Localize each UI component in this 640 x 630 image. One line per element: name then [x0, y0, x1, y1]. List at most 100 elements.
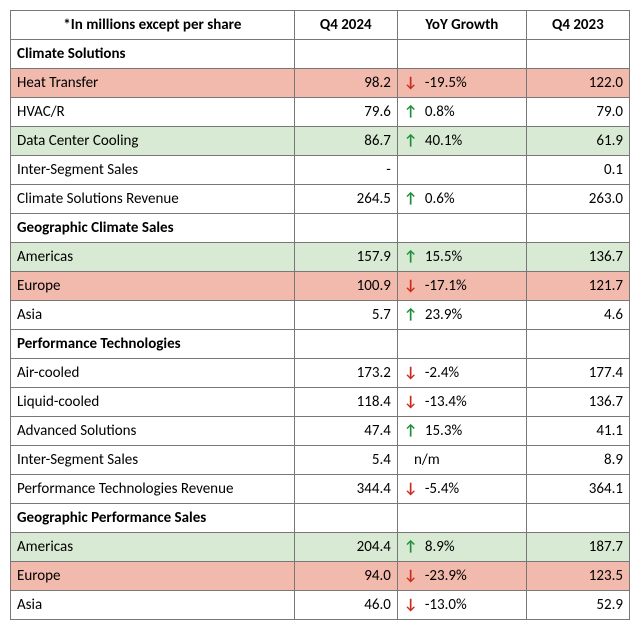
table-row: Liquid-cooled118.4 ↓ -13.4% 136.7 — [11, 388, 630, 417]
cell-yoy: ↓ -13.0% — [397, 591, 526, 620]
col-header-label: *In millions except per share — [11, 11, 295, 40]
row-label: Air-cooled — [11, 359, 295, 388]
yoy-value: 0.6% — [421, 190, 454, 208]
table-row: Americas204.4↑ 8.9%187.7 — [11, 533, 630, 562]
arrow-down-icon: ↓ — [404, 480, 422, 498]
yoy-value: -19.5% — [421, 74, 466, 92]
cell-q4-2024: 5.4 — [294, 446, 397, 475]
yoy-value: 8.9% — [421, 538, 454, 556]
cell-yoy — [397, 214, 526, 243]
yoy-value: 15.3% — [421, 422, 462, 440]
cell-q4-2024 — [294, 214, 397, 243]
row-label: Asia — [11, 301, 295, 330]
cell-yoy: ↑ 0.6% — [397, 185, 526, 214]
cell-q4-2024: 100.9 — [294, 272, 397, 301]
row-label: Geographic Climate Sales — [11, 214, 295, 243]
table-row: Asia46.0↓ -13.0%52.9 — [11, 591, 630, 620]
cell-yoy: ↑ 0.8% — [397, 98, 526, 127]
table-row: Performance Technologies Revenue344.4↓ -… — [11, 475, 630, 504]
cell-yoy — [397, 504, 526, 533]
col-header-q4-2023: Q4 2023 — [526, 11, 629, 40]
table-row: Americas157.9↑ 15.5%136.7 — [11, 243, 630, 272]
cell-q4-2023: 177.4 — [526, 359, 629, 388]
row-label: Climate Solutions — [11, 40, 295, 69]
cell-q4-2023: 79.0 — [526, 98, 629, 127]
cell-yoy — [397, 330, 526, 359]
cell-yoy: ↑ 15.3% — [397, 417, 526, 446]
yoy-value: 40.1% — [421, 132, 462, 150]
cell-q4-2023: 121.7 — [526, 272, 629, 301]
cell-q4-2024: 98.2 — [294, 69, 397, 98]
arrow-down-icon: ↓ — [404, 393, 422, 411]
arrow-up-icon: ↑ — [404, 538, 422, 556]
cell-q4-2023: 0.1 — [526, 156, 629, 185]
table-body: Climate Solutions Heat Transfer98.2↓ -19… — [11, 40, 630, 620]
cell-q4-2023: 52.9 — [526, 591, 629, 620]
cell-q4-2023: 136.7 — [526, 243, 629, 272]
yoy-value: -23.9% — [421, 567, 466, 585]
table-row: Asia5.7↑ 23.9%4.6 — [11, 301, 630, 330]
yoy-value: -13.4% — [421, 393, 466, 411]
cell-yoy — [397, 156, 526, 185]
arrow-down-icon: ↓ — [404, 277, 422, 295]
cell-q4-2023: 122.0 — [526, 69, 629, 98]
section-row: Performance Technologies — [11, 330, 630, 359]
cell-q4-2024 — [294, 330, 397, 359]
section-row: Climate Solutions — [11, 40, 630, 69]
section-row: Geographic Performance Sales — [11, 504, 630, 533]
table-row: HVAC/R79.6↑ 0.8%79.0 — [11, 98, 630, 127]
col-header-yoy: YoY Growth — [397, 11, 526, 40]
arrow-up-icon: ↑ — [404, 306, 422, 324]
cell-yoy: n/m — [397, 446, 526, 475]
arrow-up-icon: ↑ — [404, 248, 422, 266]
table-row: Heat Transfer98.2↓ -19.5%122.0 — [11, 69, 630, 98]
table-row: Europe100.9↓ -17.1%121.7 — [11, 272, 630, 301]
arrow-down-icon: ↓ — [404, 567, 422, 585]
cell-q4-2024: 118.4 — [294, 388, 397, 417]
cell-q4-2023: 8.9 — [526, 446, 629, 475]
row-label: Climate Solutions Revenue — [11, 185, 295, 214]
cell-yoy: ↓ -17.1% — [397, 272, 526, 301]
cell-q4-2024: 47.4 — [294, 417, 397, 446]
cell-q4-2024: 5.7 — [294, 301, 397, 330]
arrow-down-icon: ↓ — [404, 596, 422, 614]
col-header-q4-2024: Q4 2024 — [294, 11, 397, 40]
cell-q4-2023: 187.7 — [526, 533, 629, 562]
cell-q4-2023: 263.0 — [526, 185, 629, 214]
table-header-row: *In millions except per share Q4 2024 Yo… — [11, 11, 630, 40]
cell-q4-2023 — [526, 504, 629, 533]
cell-q4-2023 — [526, 40, 629, 69]
cell-q4-2024: 46.0 — [294, 591, 397, 620]
cell-yoy: ↑ 40.1% — [397, 127, 526, 156]
section-row: Geographic Climate Sales — [11, 214, 630, 243]
cell-yoy: ↓ -5.4% — [397, 475, 526, 504]
cell-yoy: ↓ -2.4% — [397, 359, 526, 388]
row-label: Americas — [11, 243, 295, 272]
yoy-value: 15.5% — [421, 248, 462, 266]
row-label: Performance Technologies — [11, 330, 295, 359]
cell-q4-2023: 4.6 — [526, 301, 629, 330]
cell-yoy: ↓ -19.5% — [397, 69, 526, 98]
arrow-up-icon: ↑ — [404, 190, 422, 208]
row-label: Europe — [11, 272, 295, 301]
arrow-down-icon: ↓ — [404, 364, 422, 382]
row-label: Geographic Performance Sales — [11, 504, 295, 533]
table-row: Advanced Solutions47.4↑ 15.3%41.1 — [11, 417, 630, 446]
cell-q4-2023: 136.7 — [526, 388, 629, 417]
cell-q4-2024: 344.4 — [294, 475, 397, 504]
cell-q4-2024 — [294, 504, 397, 533]
row-label: Americas — [11, 533, 295, 562]
row-label: Data Center Cooling — [11, 127, 295, 156]
row-label: Advanced Solutions — [11, 417, 295, 446]
cell-yoy: ↑ 15.5% — [397, 243, 526, 272]
table-row: Inter-Segment Sales- 0.1 — [11, 156, 630, 185]
row-label: HVAC/R — [11, 98, 295, 127]
cell-q4-2023 — [526, 214, 629, 243]
cell-q4-2024: 94.0 — [294, 562, 397, 591]
row-label: Europe — [11, 562, 295, 591]
cell-q4-2023: 61.9 — [526, 127, 629, 156]
cell-q4-2024 — [294, 40, 397, 69]
cell-yoy: ↓ -23.9% — [397, 562, 526, 591]
cell-q4-2024: 173.2 — [294, 359, 397, 388]
row-label: Liquid-cooled — [11, 388, 295, 417]
